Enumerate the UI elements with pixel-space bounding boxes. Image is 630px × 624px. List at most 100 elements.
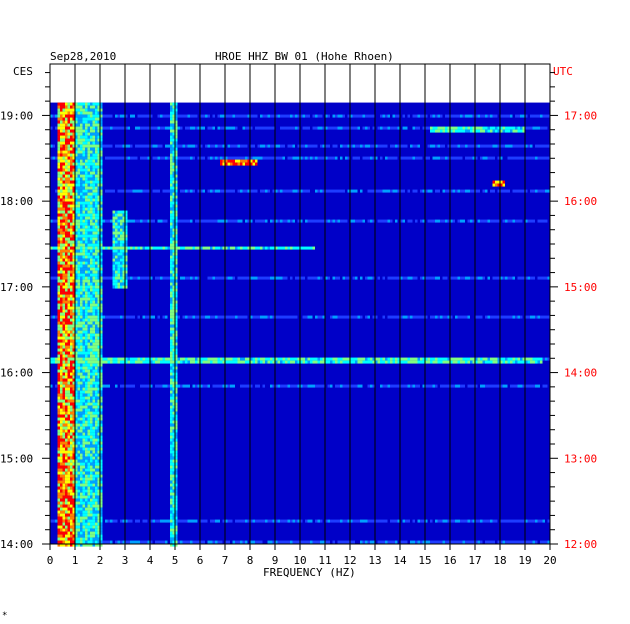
heatmap-cell [400, 219, 403, 223]
heatmap-cell [480, 357, 483, 361]
heatmap-cell [172, 477, 175, 481]
heatmap-cell [305, 246, 308, 250]
heatmap-cell [172, 204, 175, 208]
heatmap-cell [240, 384, 243, 388]
heatmap-cell [57, 405, 60, 409]
heatmap-cell [72, 270, 75, 274]
heatmap-cell [255, 162, 258, 166]
heatmap-cell [477, 126, 480, 130]
heatmap-cell [107, 156, 110, 160]
heatmap-cell [87, 168, 90, 172]
heatmap-cell [72, 102, 75, 106]
heatmap-cell [85, 306, 88, 310]
heatmap-cell [65, 453, 68, 457]
heatmap-cell [97, 348, 100, 352]
heatmap-cell [77, 216, 80, 220]
heatmap-cell [87, 366, 90, 370]
heatmap-cell [60, 186, 63, 190]
heatmap-cell [95, 405, 98, 409]
heatmap-cell [95, 180, 98, 184]
heatmap-cell [360, 144, 363, 148]
heatmap-cell [122, 144, 125, 148]
heatmap-cell [87, 297, 90, 301]
heatmap-cell [145, 114, 148, 118]
heatmap-cell [172, 312, 175, 316]
heatmap-cell [65, 153, 68, 157]
heatmap-cell [60, 429, 63, 433]
heatmap-cell [92, 171, 95, 175]
heatmap-cell [75, 417, 78, 421]
heatmap-cell [157, 246, 160, 250]
heatmap-cell [95, 441, 98, 445]
heatmap-cell [170, 120, 173, 124]
heatmap-cell [55, 114, 58, 118]
heatmap-cell [145, 126, 148, 130]
heatmap-cell [85, 351, 88, 355]
heatmap-cell [70, 510, 73, 514]
heatmap-cell [72, 510, 75, 514]
heatmap-cell [67, 300, 70, 304]
heatmap-cell [315, 315, 318, 319]
heatmap-cell [97, 189, 100, 193]
heatmap-cell [92, 489, 95, 493]
heatmap-cell [57, 180, 60, 184]
heatmap-cell [155, 246, 158, 250]
heatmap-cell [455, 384, 458, 388]
heatmap-cell [170, 174, 173, 178]
heatmap-cell [370, 156, 373, 160]
heatmap-cell [97, 393, 100, 397]
heatmap-cell [82, 159, 85, 163]
heatmap-cell [295, 189, 298, 193]
heatmap-cell [115, 360, 118, 364]
heatmap-cell [85, 246, 88, 250]
heatmap-cell [102, 144, 105, 148]
heatmap-cell [75, 480, 78, 484]
heatmap-cell [95, 327, 98, 331]
heatmap-cell [172, 249, 175, 253]
heatmap-cell [87, 195, 90, 199]
heatmap-cell [412, 126, 415, 130]
heatmap-cell [90, 117, 93, 121]
heatmap-cell [85, 333, 88, 337]
heatmap-cell [70, 375, 73, 379]
heatmap-cell [60, 441, 63, 445]
heatmap-cell [157, 357, 160, 361]
heatmap-cell [80, 420, 83, 424]
heatmap-cell [342, 126, 345, 130]
heatmap-cell [57, 411, 60, 415]
heatmap-cell [220, 357, 223, 361]
heatmap-cell [220, 219, 223, 223]
heatmap-cell [517, 276, 520, 280]
heatmap-cell [342, 189, 345, 193]
heatmap-cell [97, 306, 100, 310]
heatmap-cell [145, 189, 148, 193]
heatmap-cell [70, 405, 73, 409]
heatmap-cell [187, 144, 190, 148]
heatmap-cell [72, 144, 75, 148]
heatmap-cell [60, 297, 63, 301]
heatmap-cell [92, 231, 95, 235]
heatmap-cell [62, 108, 65, 112]
heatmap-cell [82, 219, 85, 223]
heatmap-cell [500, 114, 503, 118]
heatmap-cell [92, 381, 95, 385]
left-timezone-label: CES [13, 65, 33, 78]
heatmap-cell [75, 237, 78, 241]
heatmap-cell [175, 426, 178, 430]
heatmap-cell [62, 429, 65, 433]
heatmap-cell [90, 315, 93, 319]
heatmap-cell [190, 144, 193, 148]
heatmap-cell [72, 258, 75, 262]
heatmap-cell [170, 243, 173, 247]
heatmap-cell [85, 492, 88, 496]
heatmap-cell [75, 309, 78, 313]
heatmap-cell [292, 360, 295, 364]
heatmap-cell [97, 210, 100, 214]
heatmap-cell [87, 333, 90, 337]
heatmap-cell [82, 492, 85, 496]
heatmap-cell [207, 156, 210, 160]
heatmap-cell [75, 144, 78, 148]
heatmap-cell [75, 246, 78, 250]
heatmap-cell [302, 126, 305, 130]
heatmap-cell [60, 291, 63, 295]
